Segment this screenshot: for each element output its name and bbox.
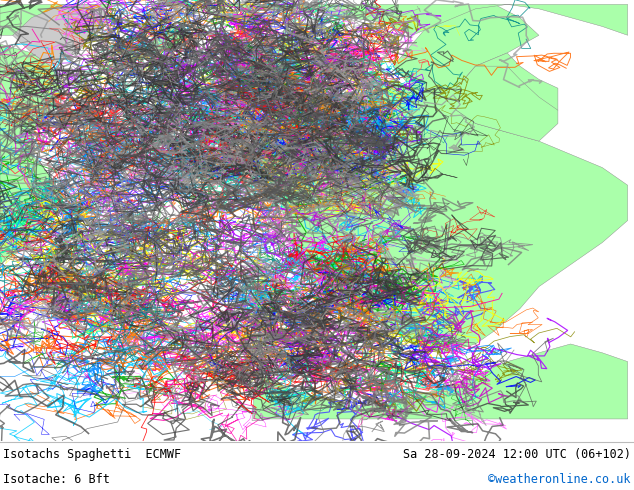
Polygon shape [254,79,628,353]
Polygon shape [254,344,628,419]
Polygon shape [0,44,63,265]
Text: ©weatheronline.co.uk: ©weatheronline.co.uk [488,473,631,486]
Polygon shape [13,4,114,66]
Polygon shape [0,4,628,35]
Polygon shape [393,4,539,97]
Text: Isotachs Spaghetti  ECMWF: Isotachs Spaghetti ECMWF [3,448,181,461]
Polygon shape [254,26,304,97]
Text: Isotache: 6 Bft: Isotache: 6 Bft [3,473,110,486]
Polygon shape [456,53,558,132]
Polygon shape [412,66,558,141]
Text: Sa 28-09-2024 12:00 UTC (06+102): Sa 28-09-2024 12:00 UTC (06+102) [403,448,631,461]
Polygon shape [228,44,260,79]
Polygon shape [146,26,190,53]
